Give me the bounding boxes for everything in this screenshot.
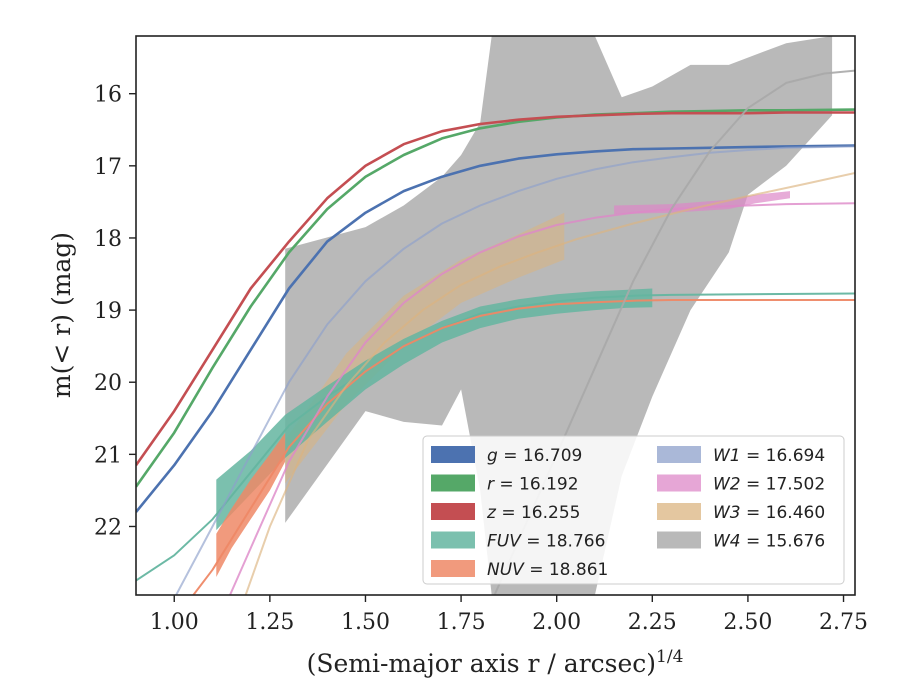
legend-label-nuv: NUV = 18.861 <box>487 560 608 580</box>
legend-swatch-w2 <box>657 474 701 492</box>
model-curves <box>136 69 855 595</box>
legend-swatch-nuv <box>431 560 475 577</box>
legend-swatch-r <box>431 474 475 492</box>
band-nuv <box>216 432 286 577</box>
x-tick-label: 1.25 <box>245 610 294 635</box>
legend-swatch-g <box>431 446 475 463</box>
y-tick-label: 18 <box>94 227 122 252</box>
curve-z <box>136 111 855 466</box>
legend-label-fuv: FUV = 18.766 <box>487 532 605 552</box>
band-w3 <box>285 212 565 484</box>
legend-label-w4: W4 = 15.676 <box>713 532 825 552</box>
plot-frame <box>135 35 856 596</box>
legend-label-w1: W1 = 16.694 <box>713 446 825 466</box>
curve-r <box>136 108 855 488</box>
legend-label-r: r = 16.192 <box>487 475 579 495</box>
legend-swatch-w1 <box>657 446 701 463</box>
legend-swatch-w4 <box>657 531 701 549</box>
legend: g = 16.709 r = 16.192 z = 16.255 FUV = 18.7… <box>422 435 845 585</box>
curve-nuv <box>192 299 855 595</box>
legend-label-w3: W3 = 16.460 <box>713 503 825 523</box>
legend-frame <box>422 435 845 585</box>
curve-w3 <box>244 172 855 595</box>
legend-swatch-w3 <box>657 503 701 520</box>
x-tick-label: 2.25 <box>628 610 677 635</box>
x-tick-label: 1.75 <box>437 610 486 635</box>
uncertainty-bands <box>216 36 833 595</box>
band-fuv <box>216 288 653 531</box>
band-w4 <box>285 36 833 595</box>
y-tick-label: 21 <box>94 443 122 468</box>
x-tick-label: 1.00 <box>150 610 199 635</box>
x-tick-label: 2.50 <box>723 610 772 635</box>
y-tick-label: 19 <box>94 299 122 324</box>
axis-ticks: 1.00 1.25 1.50 1.75 2.00 2.25 2.50 2.75 16 17 18 19… <box>94 83 868 635</box>
legend-swatch-z <box>431 503 475 520</box>
y-tick-label: 22 <box>94 515 122 540</box>
curve-w2 <box>228 202 855 595</box>
y-axis-label: m(< r) (mag) <box>47 232 76 398</box>
x-axis-label-main: (Semi-major axis r / arcsec) <box>307 649 656 678</box>
legend-swatch-fuv <box>431 531 475 549</box>
y-tick-label: 17 <box>94 155 122 180</box>
x-tick-label: 2.75 <box>819 610 868 635</box>
y-tick-label: 16 <box>94 83 122 108</box>
x-tick-label: 2.00 <box>532 610 581 635</box>
legend-label-z: z = 16.255 <box>486 503 580 523</box>
legend-label-g: g = 16.709 <box>487 446 582 466</box>
x-axis-label: (Semi-major axis r / arcsec)1/4 <box>307 647 684 678</box>
x-tick-label: 1.50 <box>341 610 390 635</box>
legend-label-w2: W2 = 17.502 <box>713 475 825 495</box>
x-axis-label-sup: 1/4 <box>656 647 683 667</box>
curve-g <box>136 144 855 513</box>
y-tick-label: 20 <box>94 371 122 396</box>
